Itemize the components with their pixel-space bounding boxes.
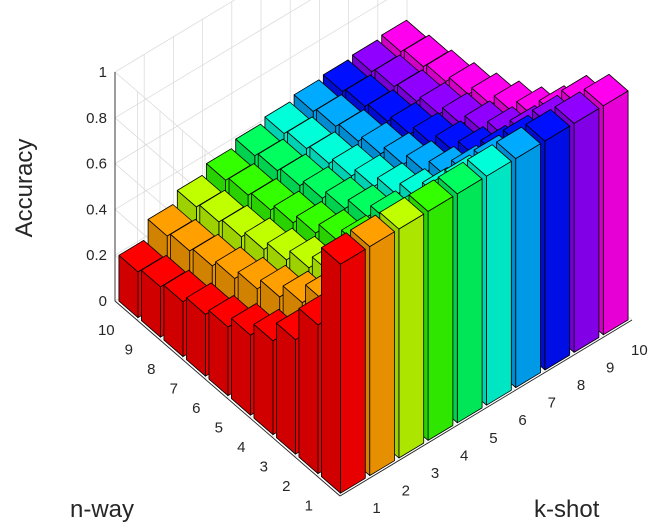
x-axis-label: k-shot (534, 496, 600, 523)
y-axis-line (114, 300, 341, 497)
x-tick-label: 1 (372, 500, 380, 517)
y-tick-label: 3 (260, 458, 268, 475)
z-tick-label: 0.2 (86, 247, 107, 264)
x-tick-label: 6 (518, 412, 526, 429)
x-tick-label: 8 (577, 377, 585, 394)
y-tick-label: 10 (98, 322, 115, 339)
x-tick-label: 9 (606, 359, 614, 376)
z-axis-label: Accuracy (11, 139, 38, 238)
x-tick-label: 5 (489, 430, 497, 447)
y-tick-label: 9 (125, 341, 133, 358)
y-tick-label: 1 (305, 497, 313, 514)
y-tick-label: 7 (170, 380, 178, 397)
y-tick-label: 6 (192, 400, 200, 417)
bar-1-1 (320, 232, 366, 494)
x-tick-label: 10 (631, 342, 648, 359)
x-axis-line (339, 319, 633, 497)
x-tick-label: 2 (402, 483, 410, 500)
z-tick-label: 0.8 (86, 110, 107, 127)
y-tick-label: 4 (237, 439, 245, 456)
z-tick-label: 0.4 (86, 201, 107, 218)
z-tick-label: 0.6 (86, 156, 107, 173)
x-tick-label: 3 (431, 465, 439, 482)
y-tick-label: 5 (215, 419, 223, 436)
y-axis-label: n-way (70, 496, 134, 523)
x-tick-label: 7 (548, 395, 556, 412)
bars-group (118, 19, 629, 494)
z-tick-label: 1 (99, 64, 107, 81)
y-tick-label: 2 (282, 478, 290, 495)
x-tick-label: 4 (460, 447, 468, 464)
y-tick-label: 8 (147, 361, 155, 378)
z-tick-label: 0 (99, 293, 107, 310)
